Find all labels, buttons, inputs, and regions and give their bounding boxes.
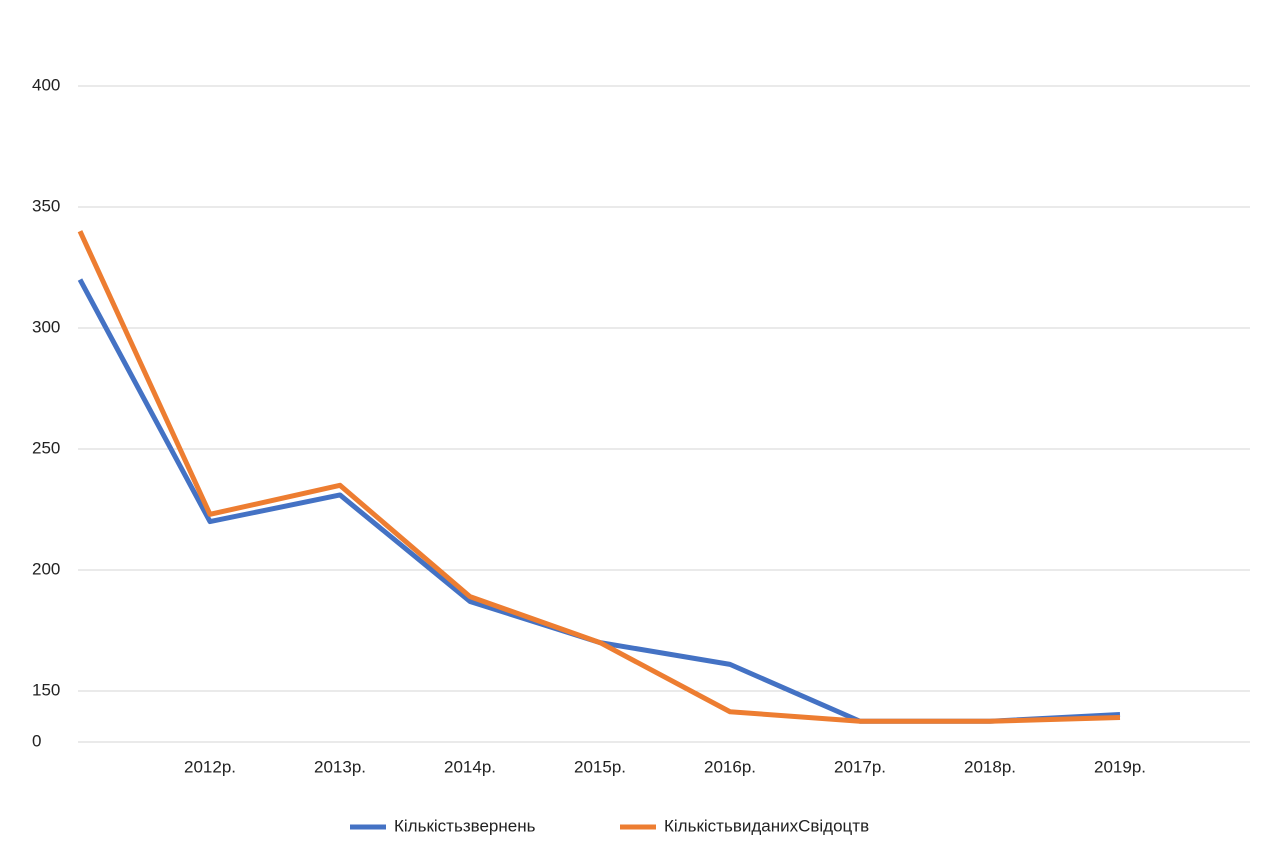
- y-tick-label: 0: [32, 731, 41, 750]
- y-tick-label: 200: [32, 559, 60, 578]
- y-tick-label: 150: [32, 680, 60, 699]
- y-tick-label: 300: [32, 317, 60, 336]
- x-tick-label: 2018р.: [964, 757, 1016, 776]
- x-tick-label: 2017р.: [834, 757, 886, 776]
- y-tick-label: 250: [32, 438, 60, 457]
- chart: 0 150 200 250 300 350 400 2012р. 2013р. 2014р. 201…: [0, 0, 1270, 840]
- x-tick-label: 2012р.: [184, 757, 236, 776]
- legend-label: КількістьвиданихСвідоцтв: [664, 816, 869, 835]
- y-tick-label: 350: [32, 196, 60, 215]
- series-line: [80, 231, 1120, 721]
- y-tick-label: 400: [32, 75, 60, 94]
- x-tick-label: 2013р.: [314, 757, 366, 776]
- x-tick-label: 2015р.: [574, 757, 626, 776]
- series-line: [80, 280, 1120, 722]
- x-tick-label: 2016р.: [704, 757, 756, 776]
- x-tick-label: 2014р.: [444, 757, 496, 776]
- x-tick-label: 2019р.: [1094, 757, 1146, 776]
- legend-label: Кількістьзвернень: [394, 816, 536, 835]
